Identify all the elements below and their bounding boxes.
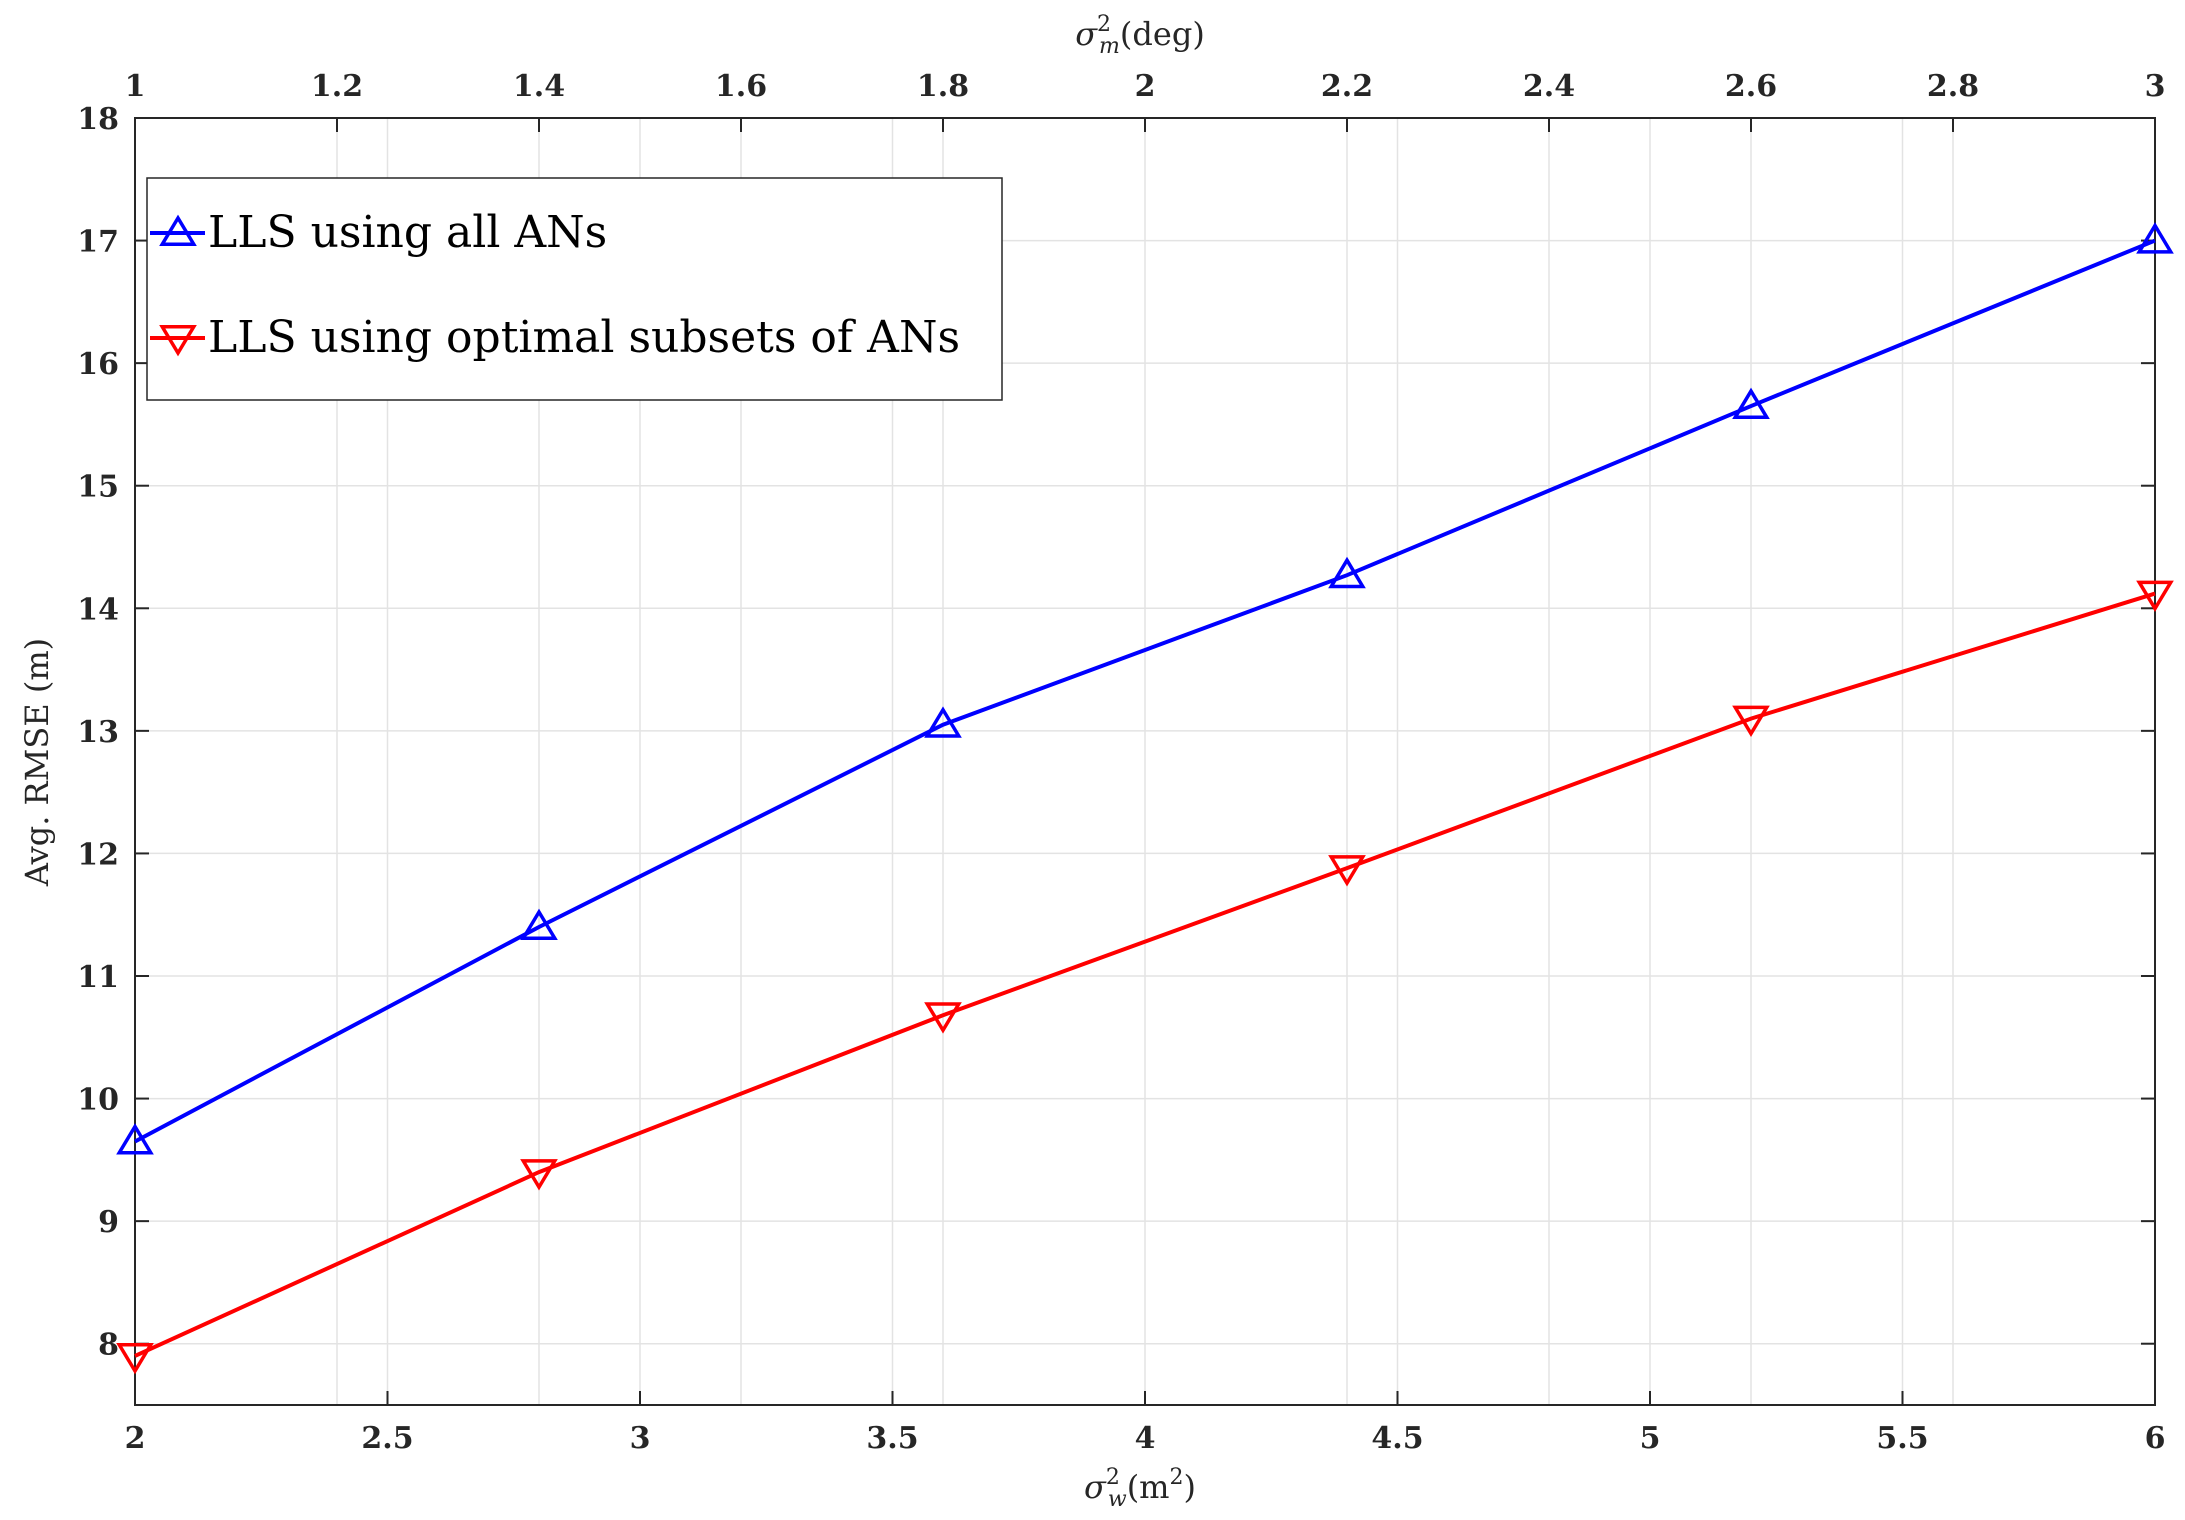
x2-tick-label: 2.8	[1927, 69, 1979, 104]
series-line-1	[134, 238, 2156, 1144]
series-point-2	[924, 1002, 962, 1034]
series-layer	[116, 222, 2174, 1375]
x2-tick-label: 1.2	[311, 69, 363, 104]
x-tick-label: 4	[1135, 1421, 1156, 1456]
ticks: 2 2.5 3 3.5 4 4.5 5 5.5 6 1 1.2 1.4 1.6 1.8 2 2.2 2.4 2.6…	[77, 69, 2165, 1456]
y-tick-label: 12	[77, 837, 119, 872]
series-point-1	[116, 1123, 154, 1155]
x2-tick-label: 1.4	[513, 69, 565, 104]
x-axis-label-math: σ2 w(m2)	[1084, 1465, 1196, 1512]
y-tick-label: 18	[77, 102, 119, 137]
y-tick-label: 14	[77, 592, 119, 627]
y-tick-label: 11	[77, 960, 119, 995]
y-tick-label: 16	[77, 347, 119, 382]
y-tick-label: 8	[98, 1328, 119, 1363]
x-tick-label: 5	[1640, 1421, 1661, 1456]
legend: LLS using all ANs LLS using optimal subse…	[146, 177, 1003, 401]
x2-axis-label: σ2 m(deg)	[1075, 12, 1205, 59]
legend-marker-1	[159, 214, 197, 246]
y-tick-label: 13	[77, 715, 119, 750]
x-tick-label: 3.5	[866, 1421, 918, 1456]
series-point-2	[1328, 855, 1366, 887]
series-line-2	[134, 591, 2156, 1358]
x2-tick-label: 2.2	[1321, 69, 1373, 104]
x-tick-label: 4.5	[1371, 1421, 1423, 1456]
x-tick-label: 2.5	[361, 1421, 413, 1456]
y-tick-label: 17	[77, 225, 119, 260]
x2-tick-label: 2.6	[1725, 69, 1777, 104]
series-point-1	[1732, 387, 1770, 420]
x-tick-label: 3	[630, 1421, 651, 1456]
series-point-2	[520, 1159, 558, 1191]
series-point-1	[1328, 556, 1366, 589]
y-tick-label: 9	[98, 1205, 119, 1240]
x-tick-label: 6	[2145, 1421, 2166, 1456]
y-axis-label: Avg. RMSE (m)	[18, 638, 56, 887]
series-point-1	[924, 706, 962, 738]
series-point-1	[520, 908, 558, 940]
series-point-1	[2136, 222, 2174, 254]
x2-tick-label: 2.4	[1523, 69, 1575, 104]
series-point-2	[1732, 705, 1770, 738]
legend-box	[146, 177, 1003, 401]
x2-tick-label: 1	[125, 69, 146, 104]
x2-tick-label: 1.6	[715, 69, 767, 104]
x-tick-label: 2	[125, 1421, 146, 1456]
y-tick-label: 10	[77, 1083, 119, 1118]
legend-items: LLS using all ANs LLS using optimal subse…	[150, 207, 960, 363]
legend-label-2: LLS using optimal subsets of ANs	[208, 312, 960, 363]
y-tick-label: 15	[77, 470, 119, 505]
x-tick-label: 5.5	[1876, 1421, 1928, 1456]
x2-tick-label: 1.8	[917, 69, 969, 104]
series-point-2	[2136, 580, 2174, 612]
legend-label-1: LLS using all ANs	[208, 207, 607, 258]
legend-marker-2	[159, 325, 197, 357]
x2-tick-label: 3	[2145, 69, 2166, 104]
series-point-2	[116, 1342, 154, 1375]
x2-tick-label: 2	[1135, 69, 1156, 104]
